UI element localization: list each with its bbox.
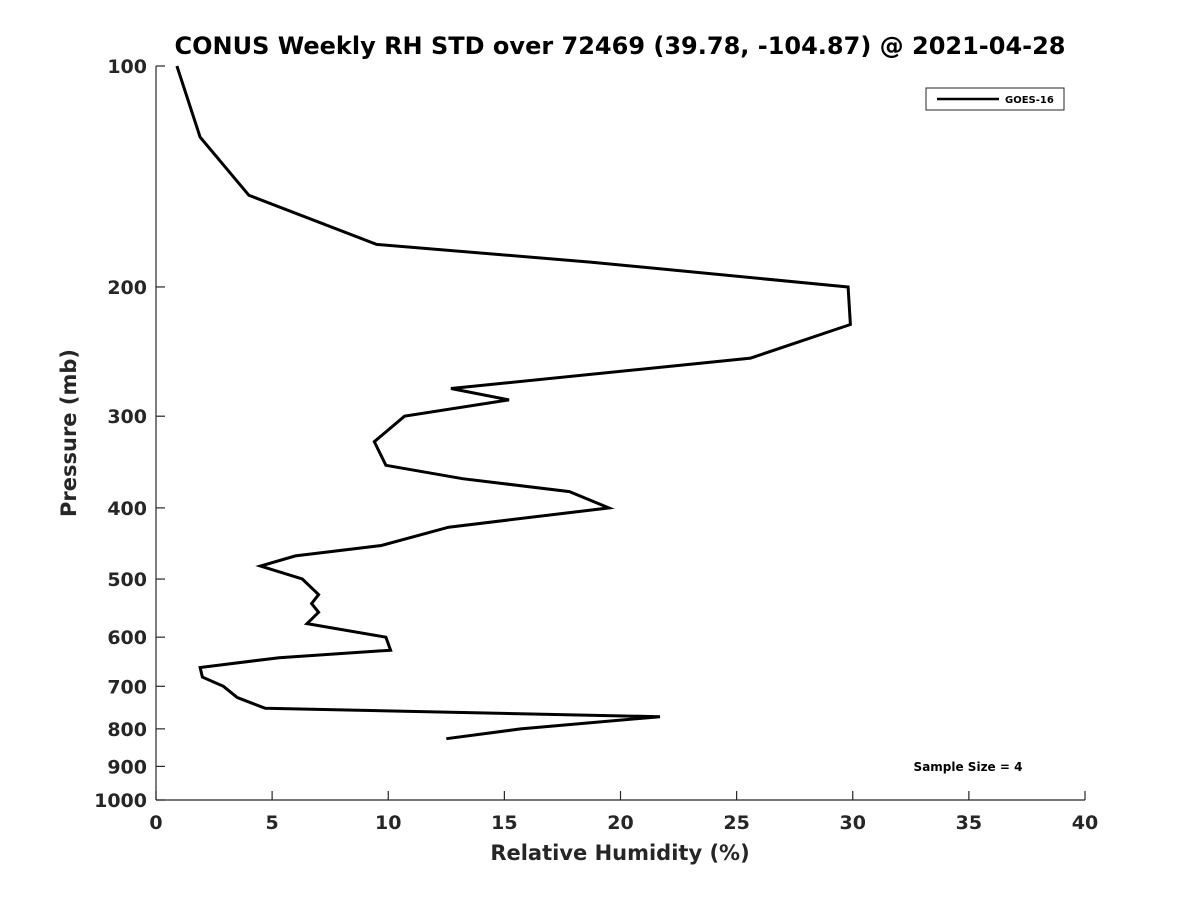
x-tick-label: 30 [840,812,866,834]
x-tick-label: 20 [607,812,633,834]
x-tick-label: 10 [375,812,401,834]
y-tick-label: 300 [107,406,147,428]
x-tick-label: 25 [723,812,749,834]
x-tick-label: 0 [149,812,162,834]
x-tick-label: 40 [1072,812,1098,834]
y-tick-label: 800 [107,719,147,741]
y-tick-label: 700 [107,676,147,698]
x-tick-label: 35 [956,812,982,834]
series-layer [175,65,852,741]
y-tick-label: 200 [107,277,147,299]
y-tick-label: 100 [107,56,147,78]
legend: GOES-16 [925,87,1065,111]
y-tick-label: 600 [107,627,147,649]
y-tick-label: 1000 [94,790,147,812]
x-axis-ticks: 0 5 10 15 20 25 30 35 40 [149,791,1098,834]
x-tick-label: 5 [266,812,279,834]
y-tick-label: 400 [107,498,147,520]
chart-title: CONUS Weekly RH STD over 72469 (39.78, -… [174,32,1065,60]
sample-size-annotation: Sample Size = 4 [914,760,1023,774]
x-tick-label: 15 [491,812,517,834]
y-tick-label: 500 [107,569,147,591]
y-axis-label: Pressure (mb) [57,349,81,517]
y-axis-ticks: 100 200 300 400 500 600 700 800 900 1000 [94,56,165,812]
x-axis-label: Relative Humidity (%) [490,841,749,865]
series-line-goes-16 [175,65,852,741]
legend-label-goes-16: GOES-16 [1005,95,1054,106]
y-tick-label: 900 [107,756,147,778]
